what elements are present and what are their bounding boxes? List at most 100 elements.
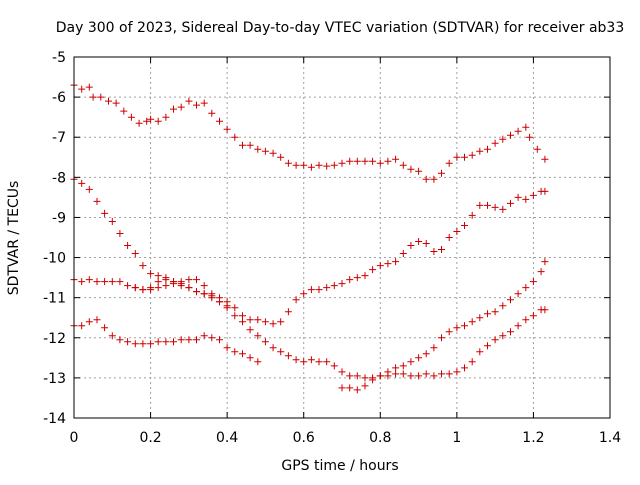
data-point	[120, 107, 128, 115]
x-tick-label: 1.2	[522, 430, 544, 446]
x-tick-label: 0.8	[369, 430, 391, 446]
x-tick-label: 0.6	[293, 430, 315, 446]
data-point	[353, 386, 361, 394]
data-point	[453, 228, 461, 235]
data-point	[193, 336, 200, 344]
data-point	[323, 162, 331, 170]
data-point	[507, 199, 514, 207]
data-point	[315, 286, 323, 294]
data-point	[415, 238, 423, 245]
data-point	[407, 372, 415, 380]
data-point	[177, 336, 185, 344]
data-point	[499, 302, 507, 310]
data-point	[338, 159, 346, 167]
data-point	[353, 274, 361, 282]
data-point	[415, 372, 423, 380]
data-point	[200, 99, 208, 107]
data-point	[376, 159, 384, 167]
data-point	[384, 260, 392, 268]
data-point	[445, 328, 453, 336]
data-point	[491, 139, 499, 147]
data-point	[407, 242, 415, 249]
data-point	[261, 147, 269, 155]
data-point	[246, 316, 254, 324]
data-point	[154, 117, 162, 125]
data-point	[422, 370, 430, 378]
data-point	[277, 153, 285, 161]
data-point	[307, 286, 315, 294]
data-point	[139, 262, 147, 270]
y-tick-label: -12	[43, 331, 66, 347]
data-point	[208, 109, 216, 117]
data-point	[177, 280, 185, 288]
data-point	[392, 155, 400, 163]
data-point	[499, 205, 507, 213]
data-point	[476, 201, 484, 209]
data-point	[315, 161, 323, 169]
data-point	[147, 270, 155, 278]
data-point	[453, 324, 461, 332]
data-point	[369, 266, 377, 274]
data-point	[116, 278, 124, 286]
data-point	[93, 278, 101, 286]
data-point	[108, 278, 116, 286]
data-point	[522, 316, 530, 324]
data-point	[392, 370, 400, 378]
data-point	[499, 332, 507, 340]
data-point	[484, 145, 491, 153]
data-point	[108, 218, 116, 225]
data-point	[438, 169, 445, 177]
data-point	[177, 103, 185, 111]
y-tick-label: -5	[52, 50, 66, 66]
data-point	[430, 344, 438, 352]
data-point	[223, 125, 231, 133]
data-point	[193, 288, 200, 296]
data-point	[361, 272, 369, 280]
data-point	[338, 280, 346, 288]
data-point	[323, 284, 331, 292]
data-point	[208, 334, 216, 342]
data-point	[269, 149, 277, 157]
data-point	[529, 278, 537, 286]
data-point	[105, 97, 112, 105]
data-point	[507, 296, 514, 304]
data-point	[346, 372, 354, 380]
data-point	[476, 147, 484, 155]
y-tick-label: -13	[43, 371, 66, 387]
data-point	[127, 113, 135, 121]
data-point	[185, 97, 193, 105]
data-point	[430, 372, 438, 380]
data-point	[323, 358, 331, 366]
data-point	[468, 318, 476, 326]
data-point	[392, 364, 400, 372]
data-point	[514, 127, 522, 135]
data-point	[154, 272, 162, 280]
data-point	[231, 304, 239, 312]
y-tick-label: -6	[52, 90, 66, 106]
data-point	[246, 326, 254, 334]
data-point	[277, 348, 285, 356]
data-point	[131, 250, 139, 257]
data-point	[239, 318, 246, 326]
data-point	[361, 382, 369, 390]
data-point	[300, 358, 308, 366]
data-point	[292, 356, 300, 364]
data-point	[231, 348, 239, 356]
data-point	[216, 336, 223, 344]
data-point	[78, 322, 86, 330]
data-point	[200, 282, 208, 290]
data-point	[438, 334, 445, 342]
data-point	[89, 93, 97, 101]
data-point	[484, 201, 491, 209]
data-point	[292, 161, 300, 169]
data-point	[216, 117, 223, 125]
data-point	[170, 105, 177, 113]
data-point	[208, 294, 216, 302]
data-point	[246, 141, 254, 149]
series-track-2	[70, 175, 549, 328]
y-tick-label: -8	[52, 170, 66, 186]
data-point	[246, 354, 254, 362]
data-point	[131, 340, 139, 348]
data-point	[453, 368, 461, 376]
data-point	[361, 374, 369, 382]
